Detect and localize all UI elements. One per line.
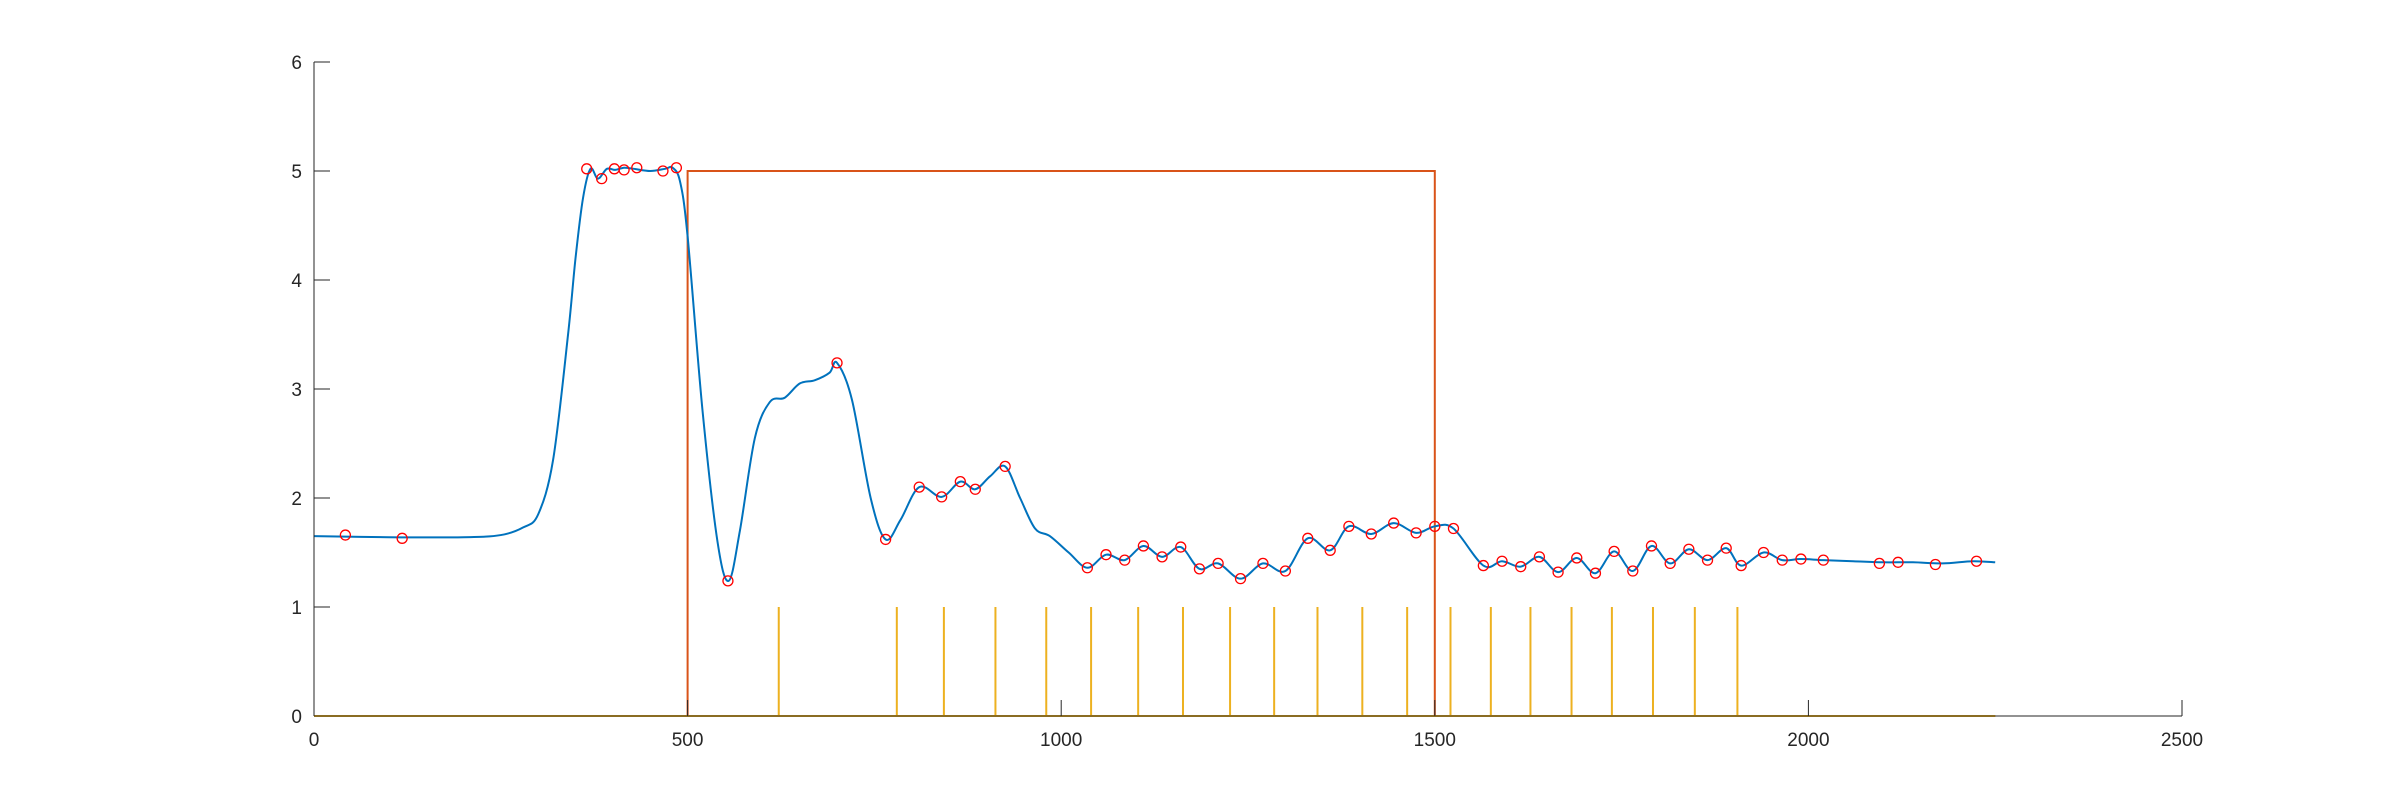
peak-marker: [657, 165, 669, 177]
peak-marker: [1081, 562, 1094, 574]
peak-marker: [1234, 573, 1247, 585]
peak-marker: [1776, 554, 1788, 566]
peak-marker: [1589, 567, 1602, 579]
peak-marker: [596, 172, 608, 185]
peak-marker: [722, 575, 734, 587]
gate-step-line: [314, 170, 1996, 717]
peak-marker: [670, 162, 683, 174]
peak-marker: [1645, 540, 1658, 552]
peak-marker: [1552, 566, 1564, 578]
peak-marker: [618, 164, 630, 176]
peak-marker: [1795, 553, 1807, 565]
peak-marker: [1496, 555, 1508, 567]
peak-marker: [954, 475, 966, 488]
peak-marker: [969, 483, 981, 495]
x-tick-label: 2500: [2161, 730, 2203, 751]
axes: 0 500 1000 1500 2000 2500 0 1 2 3 4 5 6: [291, 53, 2203, 751]
peak-marker: [1892, 556, 1904, 568]
peak-marker: [396, 532, 408, 544]
peak-marker: [1429, 520, 1441, 532]
peak-marker: [1757, 546, 1770, 559]
x-tick-label: 1000: [1040, 730, 1082, 751]
peak-marker: [1175, 541, 1187, 553]
y-tick-label: 6: [291, 53, 302, 74]
peak-marker: [1447, 522, 1460, 535]
peak-marker: [1279, 565, 1292, 577]
peak-marker: [1627, 565, 1639, 577]
peak-marker: [1156, 551, 1168, 563]
x-tick-label: 500: [672, 730, 704, 751]
peak-marker: [1817, 554, 1829, 566]
peak-marker: [1929, 558, 1942, 571]
peak-marker: [1515, 561, 1527, 573]
peak-marker: [1365, 528, 1377, 540]
y-tick-label: 5: [291, 162, 302, 183]
peak-marker: [339, 529, 352, 541]
x-tick-label: 0: [309, 730, 320, 751]
peak-marker: [581, 163, 593, 175]
peak-marker: [1388, 517, 1400, 529]
peak-marker: [1701, 554, 1714, 566]
peak-marker: [1735, 559, 1747, 572]
y-tick-label: 0: [291, 707, 302, 728]
peak-marker: [1970, 555, 1983, 567]
peak-marker: [1720, 542, 1732, 554]
plot-area: [313, 162, 1996, 717]
peak-marker: [1193, 563, 1206, 575]
peak-marker: [1410, 527, 1422, 539]
y-tick-label: 1: [291, 598, 302, 619]
peak-marker: [1533, 551, 1546, 563]
peak-marker: [831, 357, 843, 369]
peak-marker: [1100, 549, 1112, 561]
peak-marker: [1324, 544, 1336, 556]
peak-marker: [1302, 532, 1314, 544]
peak-marker: [1571, 552, 1583, 564]
peak-marker: [1608, 545, 1620, 558]
peak-marker: [1257, 557, 1269, 570]
signal-line: [313, 165, 1996, 582]
peak-marker: [1212, 557, 1224, 570]
x-tick-label: 1500: [1414, 730, 1456, 751]
y-tick-label: 4: [291, 271, 302, 292]
peak-marker: [1873, 557, 1886, 570]
x-tick-label: 2000: [1787, 730, 1829, 751]
peak-marker: [879, 533, 892, 546]
y-tick-label: 2: [291, 489, 302, 510]
peak-marker: [1343, 520, 1355, 532]
peak-marker: [913, 481, 925, 493]
peak-marker: [935, 491, 948, 503]
peak-marker: [631, 162, 643, 174]
peak-marker: [1477, 559, 1490, 572]
y-tick-label: 3: [291, 380, 302, 401]
peak-marker: [1137, 540, 1150, 552]
peak-marker: [999, 460, 1011, 473]
peak-marker: [1119, 554, 1131, 566]
peak-marker: [1664, 557, 1676, 570]
peak-marker: [1683, 543, 1695, 555]
